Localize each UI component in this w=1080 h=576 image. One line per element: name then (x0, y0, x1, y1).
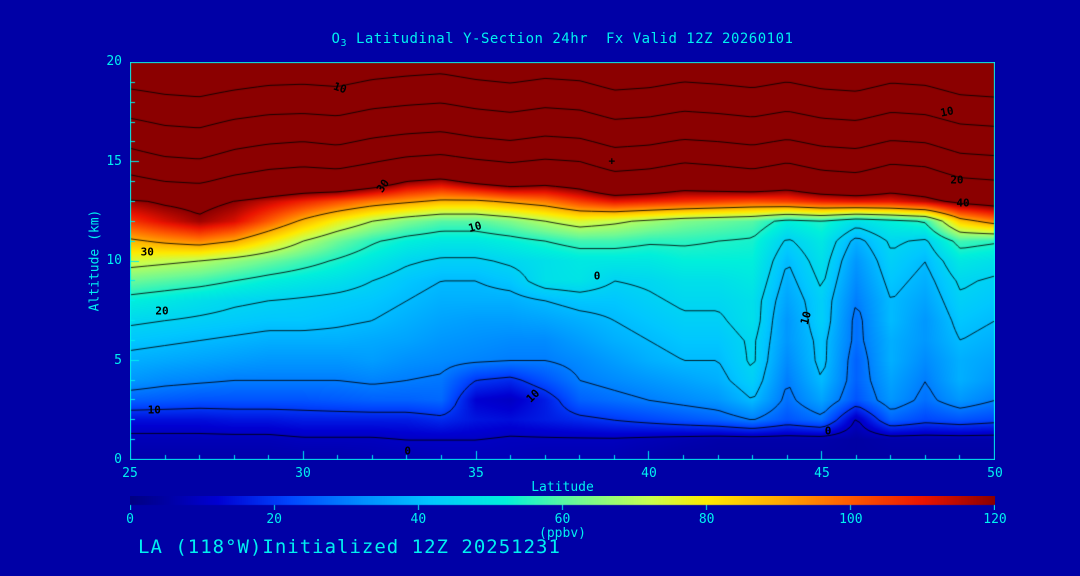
y-axis-label: Altitude (km) (87, 209, 103, 312)
title-text: Latitudinal Y-Section 24hr Fx Valid 12Z … (347, 31, 794, 47)
colorbar-tick-label: 40 (410, 512, 427, 527)
init-footer-text: LA (118°W)Initialized 12Z 20251231 (138, 536, 561, 558)
x-tick-label: 30 (295, 466, 311, 481)
colorbar-tick-label: 100 (839, 512, 863, 527)
x-tick-label: 45 (814, 466, 830, 481)
x-axis-label: Latitude (531, 480, 594, 495)
y-tick-label: 5 (114, 352, 122, 368)
y-tick-label: 20 (106, 54, 122, 69)
colorbar-tick-label: 60 (554, 512, 571, 527)
colorbar-canvas (130, 496, 995, 510)
plot-title: O3 Latitudinal Y-Section 24hr Fx Valid 1… (130, 31, 995, 49)
x-tick-label: 35 (468, 466, 484, 481)
colorbar-tick-label: 20 (266, 512, 282, 527)
colorbar-tick-label: 0 (126, 512, 134, 527)
y-tick-label: 0 (114, 452, 122, 467)
colorbar-tick-label: 120 (983, 512, 1007, 527)
title-species-subscript: 3 (340, 38, 348, 49)
contour-plot-canvas (130, 62, 995, 460)
x-tick-label: 40 (641, 466, 657, 481)
colorbar-tick-label: 80 (698, 512, 715, 527)
title-species: O (331, 31, 341, 47)
y-tick-label: 15 (106, 153, 122, 169)
x-tick-label: 25 (122, 466, 138, 481)
x-tick-label: 50 (987, 466, 1003, 481)
colorbar-unit-label: (ppbv) (539, 526, 586, 541)
